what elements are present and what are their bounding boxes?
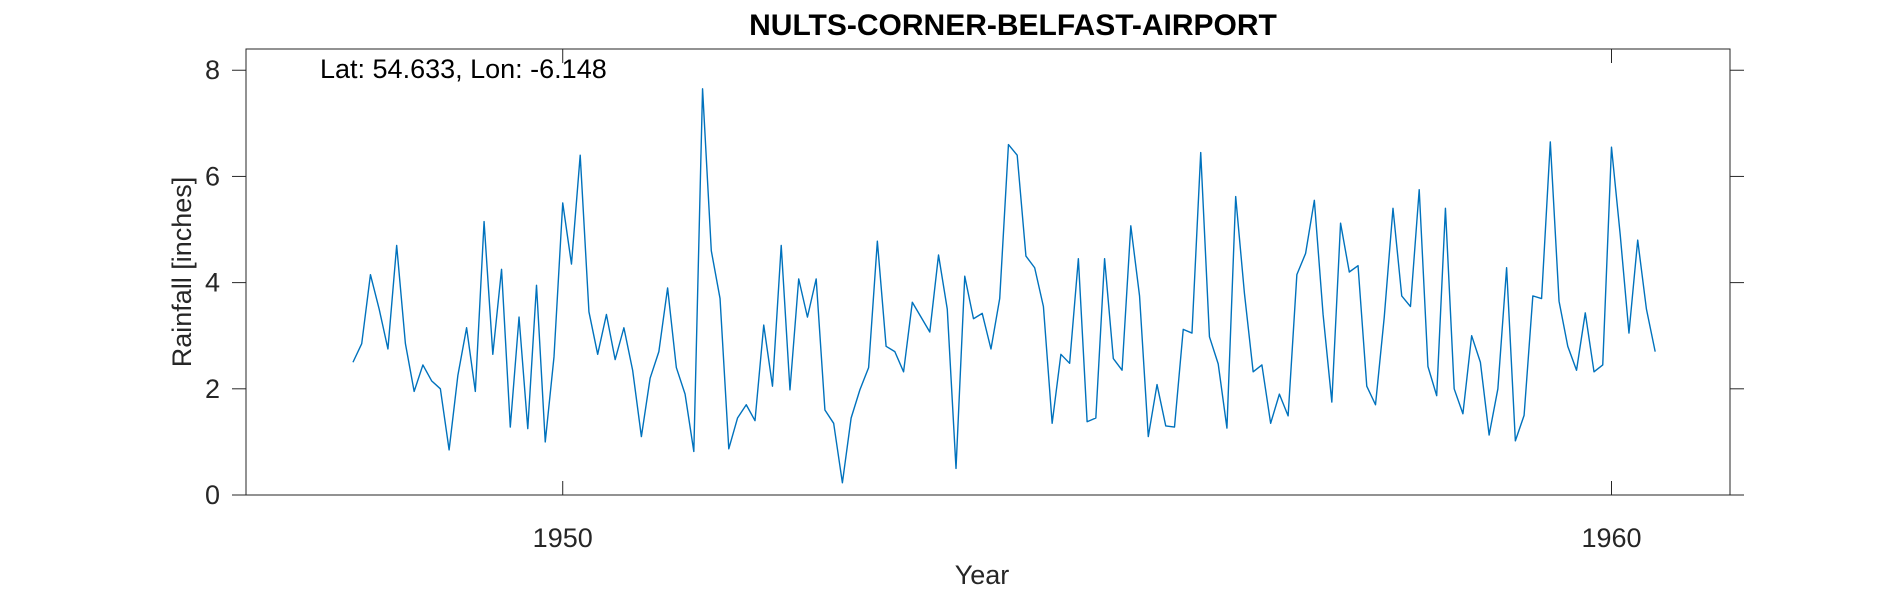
- y-tick-label: 2: [205, 374, 220, 404]
- y-tick-label: 0: [205, 480, 220, 510]
- axis-ticks: [232, 49, 1744, 496]
- y-tick-label: 6: [205, 161, 220, 191]
- y-tick-labels: 0 2 4 6 8: [205, 55, 220, 510]
- x-tick-label: 1950: [533, 523, 593, 553]
- data-points: [352, 88, 1656, 483]
- y-axis-label: Rainfall [inches]: [167, 177, 197, 368]
- rainfall-series-line: [352, 88, 1656, 484]
- x-tick-label: 1960: [1581, 523, 1641, 553]
- plot-area: [245, 48, 1731, 496]
- x-axis-label: Year: [955, 560, 1010, 590]
- y-tick-label: 4: [205, 268, 220, 298]
- y-tick-label: 8: [205, 55, 220, 85]
- x-tick-labels: 1950 1960: [533, 523, 1642, 553]
- location-annotation: Lat: 54.633, Lon: -6.148: [320, 54, 607, 84]
- chart-title: NULTS-CORNER-BELFAST-AIRPORT: [749, 9, 1277, 42]
